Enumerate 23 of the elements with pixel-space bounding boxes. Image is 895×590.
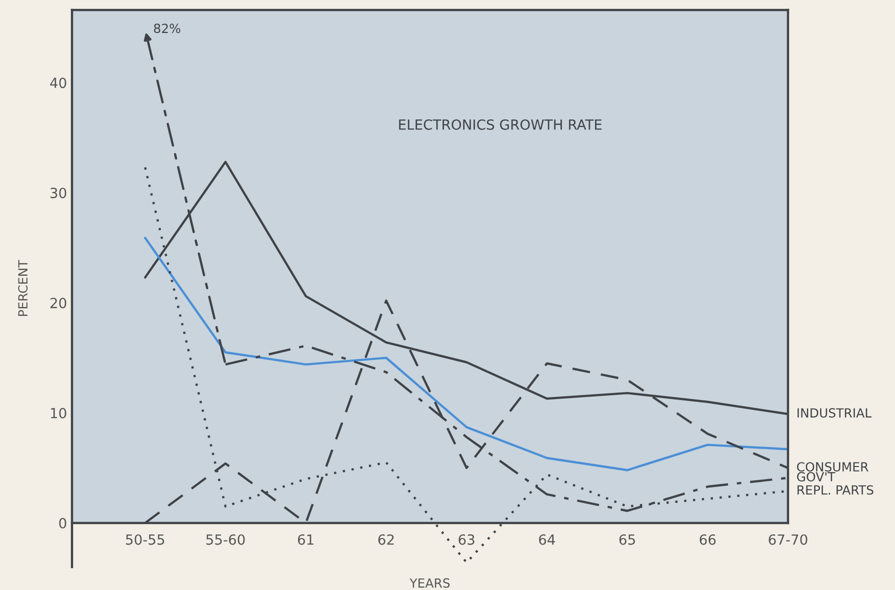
line-series <box>144 236 788 472</box>
x-tick-label: 63 <box>458 534 474 545</box>
x-tick-label: 55-60 <box>206 534 245 545</box>
annotation: 82% <box>154 24 180 34</box>
series-label: REPL. PARTS <box>798 485 874 495</box>
y-tick-label: 30 <box>50 188 66 198</box>
y-tick-label: 0 <box>59 518 66 528</box>
x-tick-label: 66 <box>700 534 716 545</box>
x-tick-label: 65 <box>619 534 635 545</box>
x-axis-title: YEARS <box>410 578 450 588</box>
x-tick-label: 67-70 <box>768 534 808 545</box>
x-tick-label: 62 <box>378 534 394 545</box>
y-axis-title: PERCENT <box>18 260 28 316</box>
x-tick-label: 64 <box>539 534 555 545</box>
series-label: CONSUMER <box>797 462 868 472</box>
series-label: INDUSTRIAL <box>798 408 872 418</box>
x-tick-label: 50-55 <box>126 534 164 545</box>
x-tick-label: 61 <box>298 534 314 545</box>
text: ELECTRONICS GROWTH RATE <box>399 119 602 130</box>
y-tick-label: 40 <box>50 78 66 88</box>
series-label: GOV'T <box>797 472 836 482</box>
y-tick-label: 10 <box>50 408 66 418</box>
y-tick-label: 20 <box>50 298 66 308</box>
